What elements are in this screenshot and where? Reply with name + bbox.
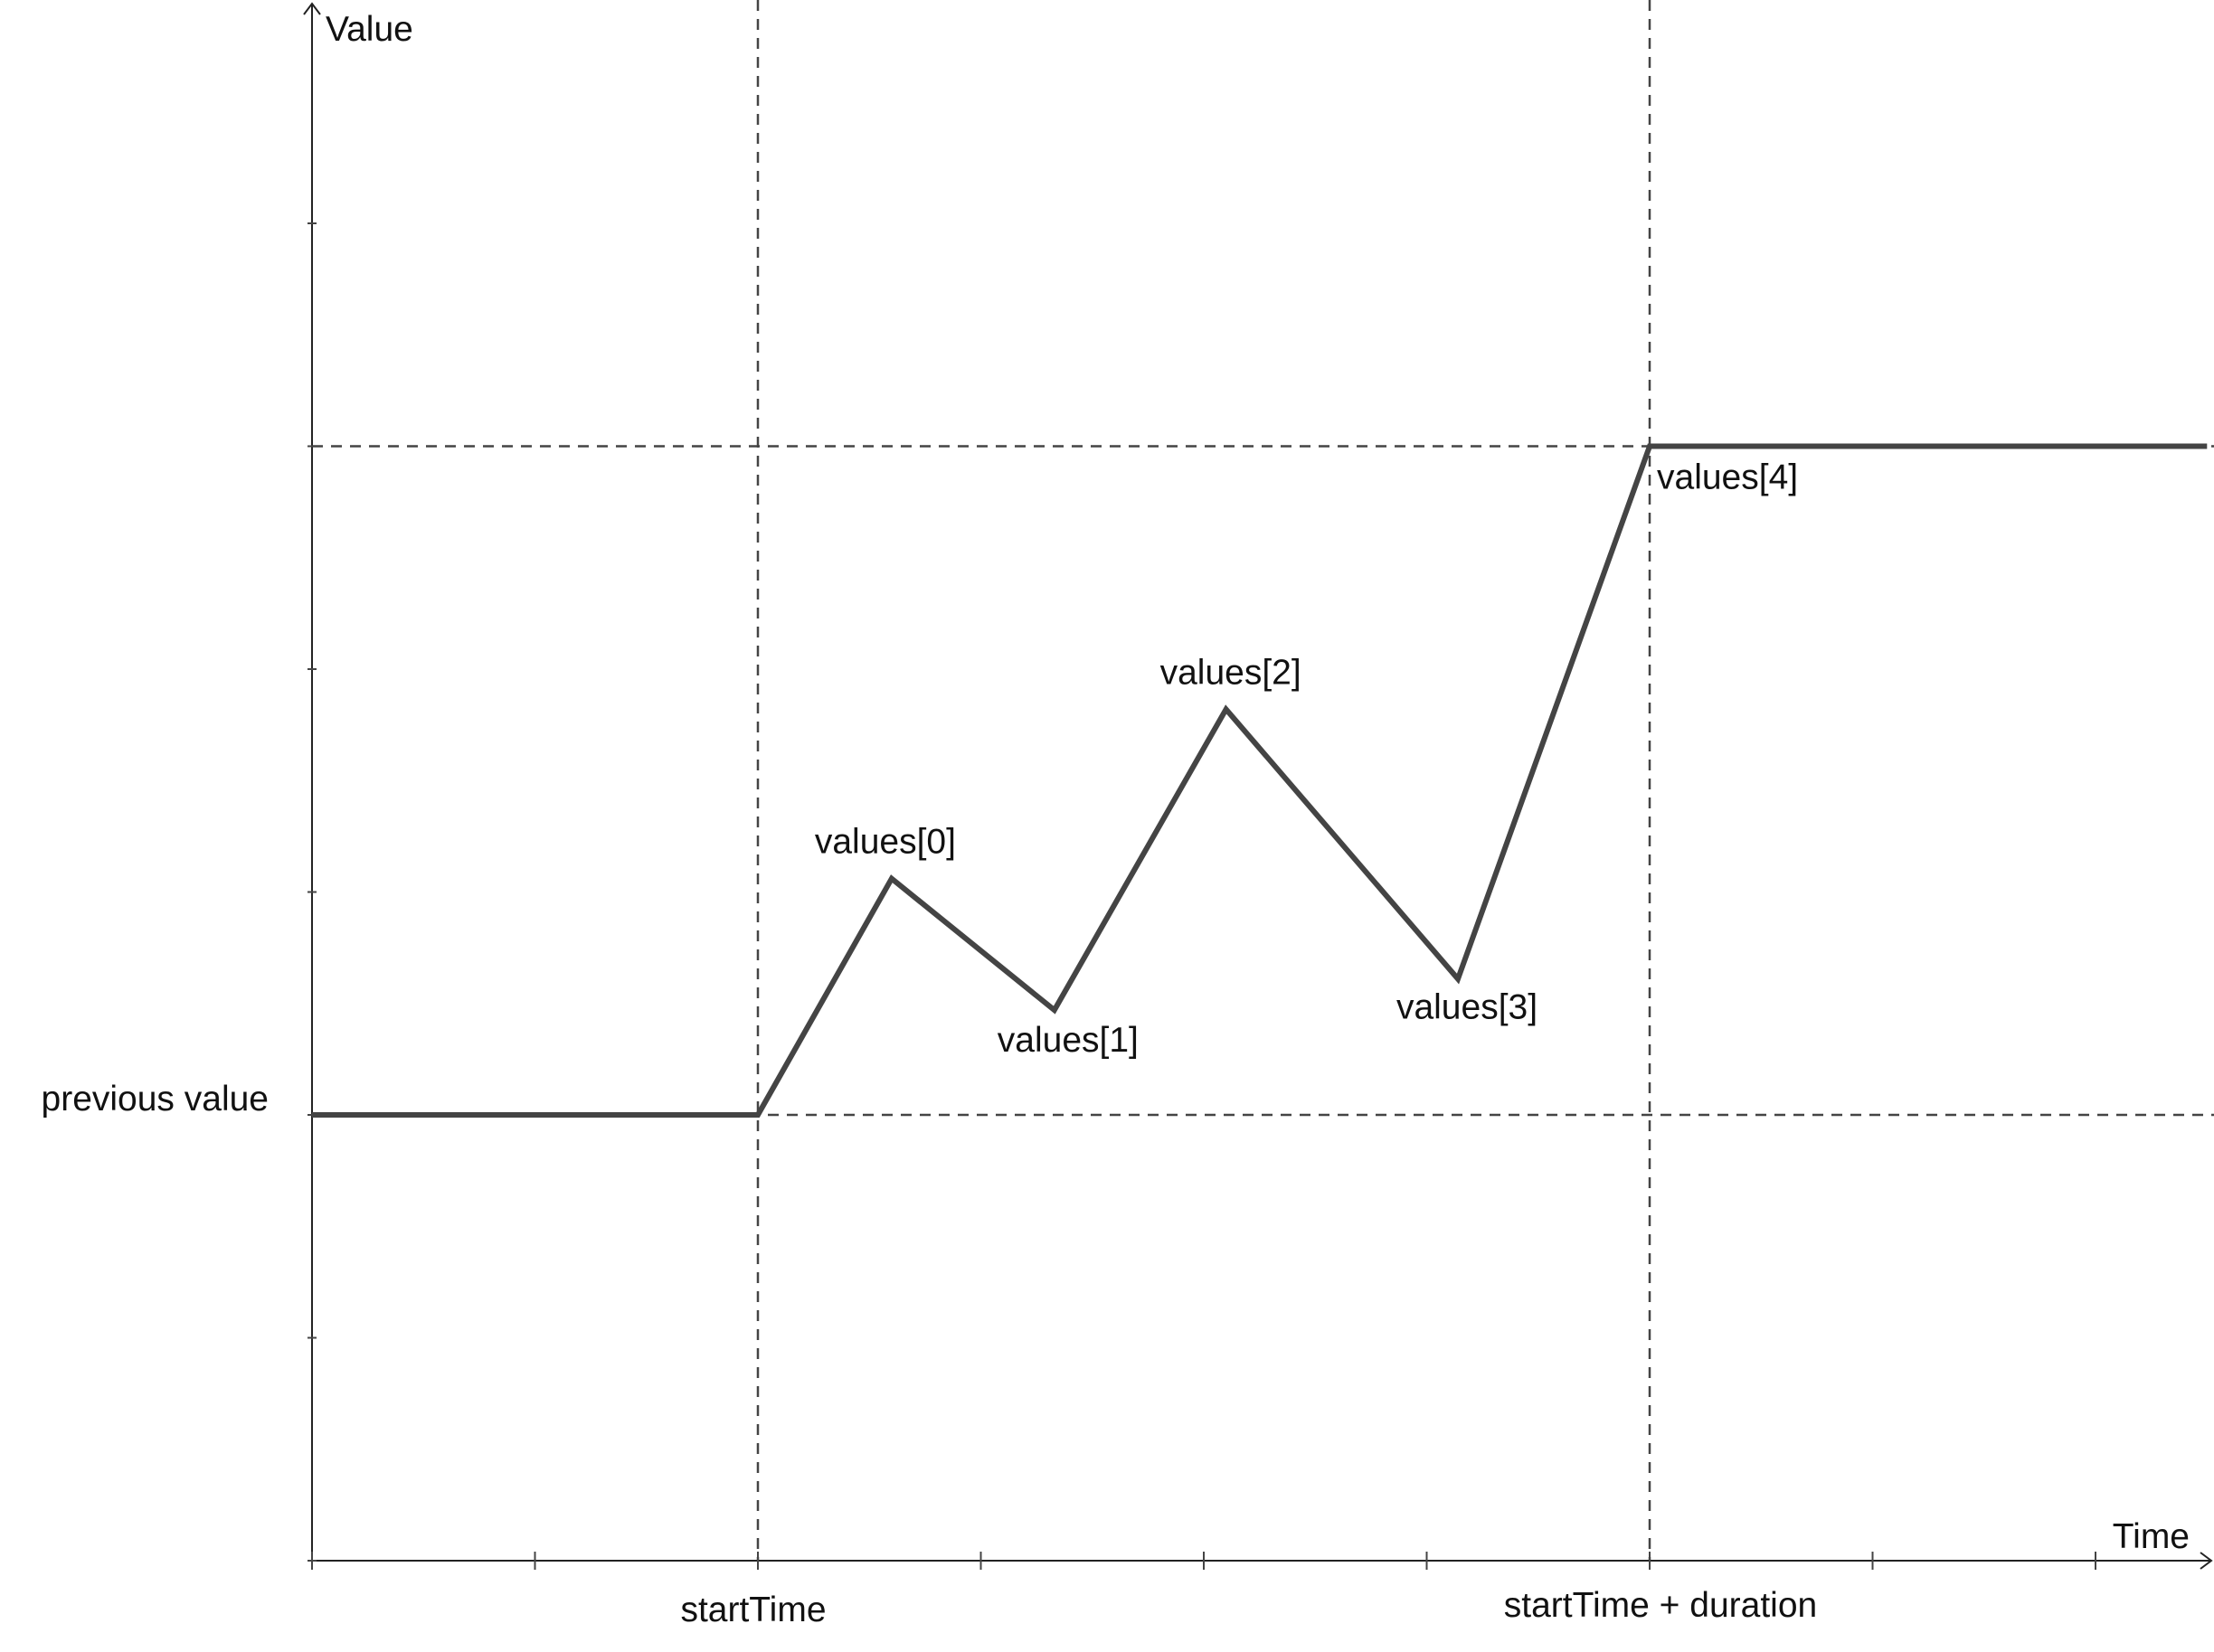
series-line bbox=[312, 443, 2208, 1118]
labels: Value Time startTime startTime + duration pr… bbox=[42, 10, 2190, 1629]
vertical-guide-label: startTime + duration bbox=[1504, 1586, 1817, 1625]
data-point-label: values[2] bbox=[1160, 653, 1301, 692]
data-point-label: values[3] bbox=[1396, 988, 1538, 1027]
x-axis-arrow bbox=[2200, 1552, 2213, 1570]
y-axis-arrow bbox=[303, 2, 321, 15]
vertical-guide-label: startTime bbox=[680, 1591, 826, 1629]
guide-lines bbox=[312, 0, 2214, 1561]
data-point-label: values[0] bbox=[815, 823, 956, 862]
data-point-label: values[4] bbox=[1657, 458, 1798, 497]
horizontal-guide-label: previous value bbox=[42, 1080, 269, 1119]
data-point-label: values[1] bbox=[998, 1021, 1139, 1060]
x-axis-title: Time bbox=[2113, 1517, 2190, 1556]
y-axis-title: Value bbox=[326, 10, 413, 49]
axes bbox=[303, 2, 2213, 1570]
series-group bbox=[312, 443, 2208, 1118]
